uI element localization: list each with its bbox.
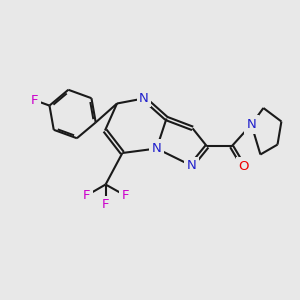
Text: F: F [82, 189, 90, 202]
Text: F: F [31, 94, 39, 107]
Text: F: F [102, 198, 109, 211]
Text: N: N [139, 92, 149, 105]
Text: N: N [152, 142, 161, 155]
Text: F: F [122, 189, 129, 202]
Text: N: N [187, 159, 196, 172]
Text: O: O [238, 160, 249, 173]
Text: N: N [247, 118, 256, 131]
